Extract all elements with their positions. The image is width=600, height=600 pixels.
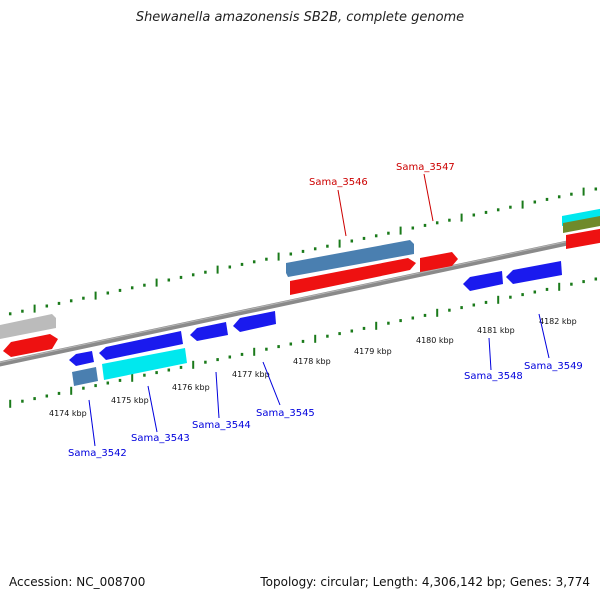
genome-summary-text: Topology: circular; Length: 4,306,142 bp… <box>260 575 590 589</box>
leader-line-sama-3548 <box>488 337 492 371</box>
lower-tick-track <box>9 277 598 408</box>
gene-leader-lines <box>88 173 550 447</box>
accession-text: Accession: NC_008700 <box>9 575 146 589</box>
gene-label-sama-3543[interactable]: Sama_3543 <box>131 433 190 444</box>
gene-label-sama-3548[interactable]: Sama_3548 <box>464 371 523 382</box>
tick-label: 4178 kbp <box>293 357 331 366</box>
cds-feature-blue-sama-3544[interactable] <box>190 322 228 341</box>
cds-feature-gray[interactable] <box>0 314 56 340</box>
leader-line-sama-3542 <box>88 399 96 447</box>
cds-feature-blue-sama-3548[interactable] <box>463 271 503 291</box>
tick-label: 4182 kbp <box>539 317 577 326</box>
genome-backbone-highlight <box>0 234 600 363</box>
genome-title: Shewanella amazonensis SB2B, complete ge… <box>135 10 465 25</box>
gene-labels: Sama_3546 Sama_3547 Sama_3542 Sama_3543 … <box>68 162 583 459</box>
gene-label-sama-3546[interactable]: Sama_3546 <box>309 177 368 188</box>
cds-feature-red-long[interactable] <box>290 258 416 295</box>
leader-line-sama-3546 <box>337 189 347 237</box>
cds-feature-steel-small[interactable] <box>72 367 98 386</box>
cds-feature-blue-sama-3545[interactable] <box>233 311 276 332</box>
cds-feature-blue-sama-3549[interactable] <box>506 261 562 284</box>
leader-line-sama-3545 <box>262 361 281 406</box>
leader-line-sama-3547 <box>423 173 434 222</box>
gene-label-sama-3542[interactable]: Sama_3542 <box>68 448 127 459</box>
cds-feature-blue-sama-3542[interactable] <box>69 351 94 366</box>
ruler-labels: 4174 kbp 4175 kbp 4176 kbp 4177 kbp 4178… <box>49 317 577 418</box>
cds-feature-blue-long[interactable] <box>99 331 183 360</box>
gene-label-sama-3547[interactable]: Sama_3547 <box>396 162 455 173</box>
reverse-strand-features <box>0 208 600 357</box>
tick-label: 4180 kbp <box>416 336 454 345</box>
tick-label: 4177 kbp <box>232 370 270 379</box>
gene-label-sama-3545[interactable]: Sama_3545 <box>256 408 315 419</box>
forward-strand-features <box>69 261 562 386</box>
leader-line-sama-3549 <box>538 313 550 359</box>
leader-line-sama-3543 <box>147 385 158 433</box>
upper-tick-track <box>8 187 598 316</box>
cds-feature-red-right[interactable] <box>566 228 600 249</box>
gene-label-sama-3549[interactable]: Sama_3549 <box>524 361 583 372</box>
cds-feature-steel-sama-3546[interactable] <box>286 240 414 277</box>
tick-label: 4175 kbp <box>111 396 149 405</box>
cds-feature-cyan-sama-3543[interactable] <box>102 348 187 380</box>
tick-label: 4181 kbp <box>477 326 515 335</box>
cds-feature-red[interactable] <box>3 334 58 357</box>
tick-label: 4179 kbp <box>354 347 392 356</box>
tick-label: 4174 kbp <box>49 409 87 418</box>
leader-line-sama-3544 <box>215 371 220 419</box>
tick-label: 4176 kbp <box>172 383 210 392</box>
cds-feature-red-sama-3547[interactable] <box>420 252 458 272</box>
cds-feature-olive[interactable] <box>563 215 600 233</box>
gene-label-sama-3544[interactable]: Sama_3544 <box>192 420 251 431</box>
genome-backbone <box>0 233 600 367</box>
